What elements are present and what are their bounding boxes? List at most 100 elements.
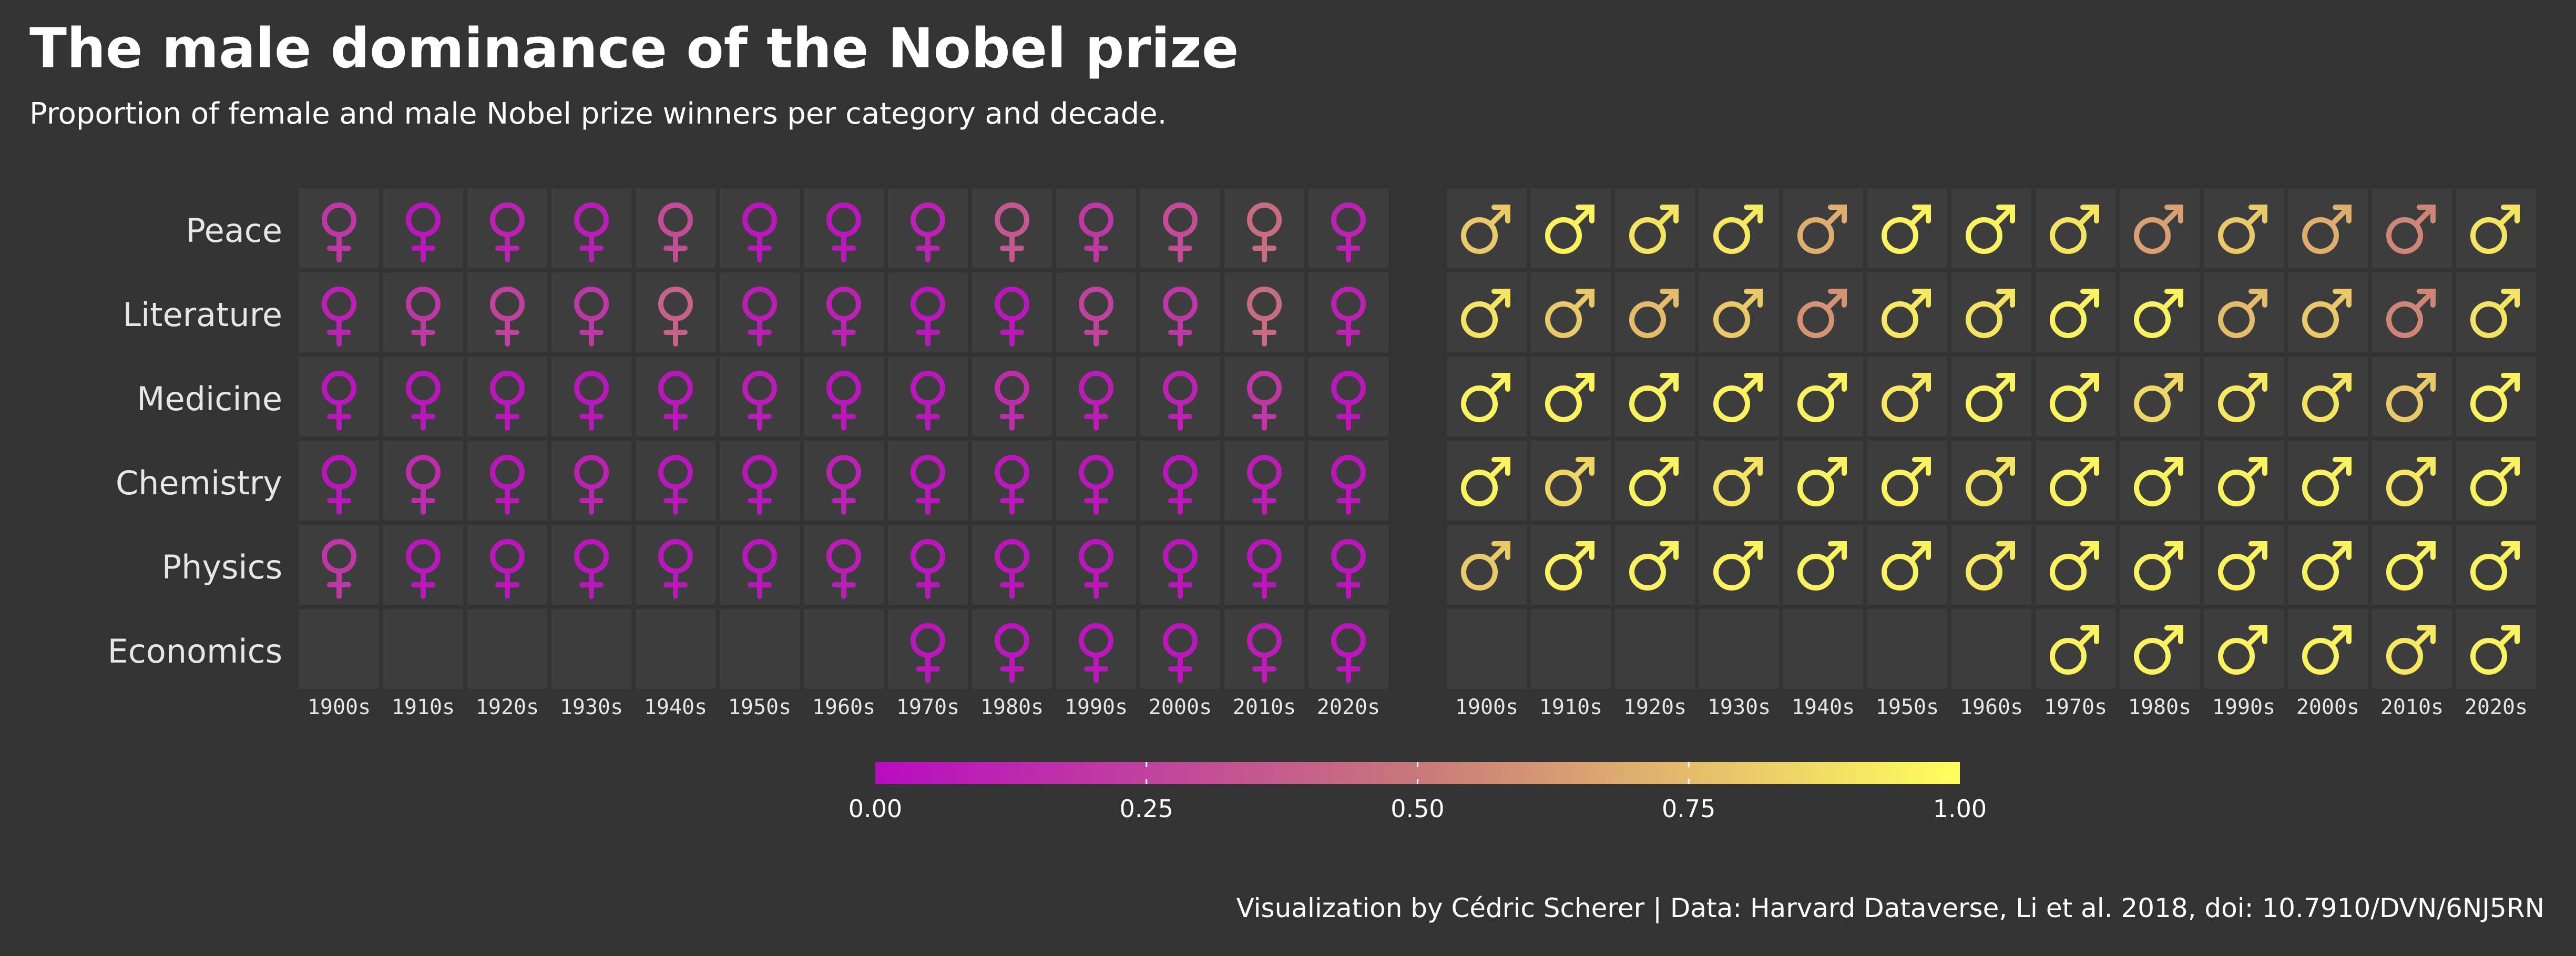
male-symbol xyxy=(1882,289,1931,338)
male-tile xyxy=(2372,525,2452,605)
male-tile xyxy=(2456,525,2536,605)
male-tile xyxy=(2120,272,2200,352)
male-symbol xyxy=(1713,541,1763,591)
male-tile xyxy=(2456,609,2536,689)
male-symbol xyxy=(2302,205,2352,254)
decade-tick-label: 2020s xyxy=(2465,695,2528,719)
male-tile xyxy=(1867,609,1947,689)
female-symbol xyxy=(658,287,693,347)
male-tile xyxy=(1531,272,1611,352)
male-tile xyxy=(2036,525,2115,605)
row-label-medicine: Medicine xyxy=(137,380,282,418)
male-tile xyxy=(2456,357,2536,436)
decade-tick-label: 1940s xyxy=(1792,695,1855,719)
decade-tick-label: 1900s xyxy=(1455,695,1518,719)
female-symbol xyxy=(490,539,525,599)
female-symbol xyxy=(1079,287,1113,347)
male-symbol xyxy=(2386,541,2436,591)
male-symbol xyxy=(1797,373,1847,422)
female-symbol xyxy=(1079,455,1113,515)
female-symbol xyxy=(322,202,356,262)
female-symbol xyxy=(911,455,945,515)
male-tile xyxy=(2120,609,2200,689)
male-symbol xyxy=(2050,205,2099,254)
male-symbol xyxy=(1713,289,1763,338)
female-symbol xyxy=(1331,287,1366,347)
male-symbol xyxy=(2218,205,2267,254)
female-decade-axis: 1900s 1910s 1920s 1930s 1940s 1950s 1960s 1970s… xyxy=(308,695,1380,719)
male-tile xyxy=(1615,609,1695,689)
male-symbol xyxy=(1629,457,1679,506)
male-tile xyxy=(2288,441,2368,521)
male-symbol xyxy=(2134,205,2183,254)
male-symbol xyxy=(2134,373,2183,422)
female-symbol xyxy=(742,539,777,599)
male-tile xyxy=(1951,272,2031,352)
female-tile xyxy=(720,609,800,689)
male-tile xyxy=(1531,525,1611,605)
female-symbol xyxy=(490,455,525,515)
decade-tick-label: 1910s xyxy=(392,695,455,719)
legend-label: 0.25 xyxy=(1120,795,1173,823)
male-panel xyxy=(1447,188,2536,689)
male-symbol xyxy=(1797,289,1847,338)
male-decade-axis: 1900s 1910s 1920s 1930s 1940s 1950s 1960s 1970s… xyxy=(1455,695,2528,719)
male-symbol xyxy=(2470,289,2520,338)
male-symbol xyxy=(2386,457,2436,506)
female-symbol xyxy=(1163,623,1198,683)
female-symbol xyxy=(995,202,1029,262)
decade-tick-label: 1960s xyxy=(1960,695,2023,719)
male-symbol xyxy=(2302,625,2352,675)
chart-caption: Visualization by Cédric Scherer | Data: … xyxy=(1236,893,2544,923)
male-symbol xyxy=(2134,457,2183,506)
male-tile xyxy=(2456,272,2536,352)
female-symbol xyxy=(995,539,1029,599)
male-symbol xyxy=(2218,625,2267,675)
female-symbol xyxy=(1247,539,1282,599)
male-tile xyxy=(2036,609,2115,689)
female-symbol xyxy=(1331,623,1366,683)
female-symbol xyxy=(1079,623,1113,683)
male-symbol xyxy=(2302,541,2352,591)
legend-label: 1.00 xyxy=(1933,795,1987,823)
male-tile xyxy=(2204,188,2284,268)
male-symbol xyxy=(1629,541,1679,591)
male-symbol xyxy=(2134,625,2183,675)
decade-tick-label: 2010s xyxy=(2380,695,2444,719)
decade-tick-label: 1990s xyxy=(2212,695,2275,719)
male-tile xyxy=(1699,272,1779,352)
male-tile xyxy=(1867,357,1947,436)
male-tile xyxy=(1447,525,1527,605)
male-symbol xyxy=(2218,373,2267,422)
female-symbol xyxy=(826,287,861,347)
decade-tick-label: 2020s xyxy=(1317,695,1380,719)
male-symbol xyxy=(2050,289,2099,338)
decade-tick-label: 1900s xyxy=(308,695,371,719)
female-symbol xyxy=(406,287,441,347)
female-symbol xyxy=(406,202,441,262)
female-symbol xyxy=(995,623,1029,683)
male-tile xyxy=(1951,357,2031,436)
decade-tick-label: 1980s xyxy=(2128,695,2191,719)
decade-tick-label: 1950s xyxy=(1876,695,1939,719)
female-symbol xyxy=(742,287,777,347)
male-symbol xyxy=(2050,373,2099,422)
male-symbol xyxy=(1797,541,1847,591)
female-tile xyxy=(551,609,631,689)
male-symbol xyxy=(1966,457,2015,506)
male-tile xyxy=(1951,609,2031,689)
female-symbol xyxy=(1247,371,1282,431)
female-tile xyxy=(636,609,715,689)
male-tile xyxy=(1783,357,1863,436)
male-symbol xyxy=(2470,457,2520,506)
female-symbol xyxy=(658,539,693,599)
female-symbol xyxy=(1079,371,1113,431)
male-tile xyxy=(1783,525,1863,605)
male-symbol xyxy=(2470,373,2520,422)
male-symbol xyxy=(2302,373,2352,422)
male-tile xyxy=(2372,188,2452,268)
female-symbol xyxy=(826,371,861,431)
female-symbol xyxy=(574,455,609,515)
female-symbol xyxy=(658,455,693,515)
decade-tick-label: 1910s xyxy=(1539,695,1602,719)
